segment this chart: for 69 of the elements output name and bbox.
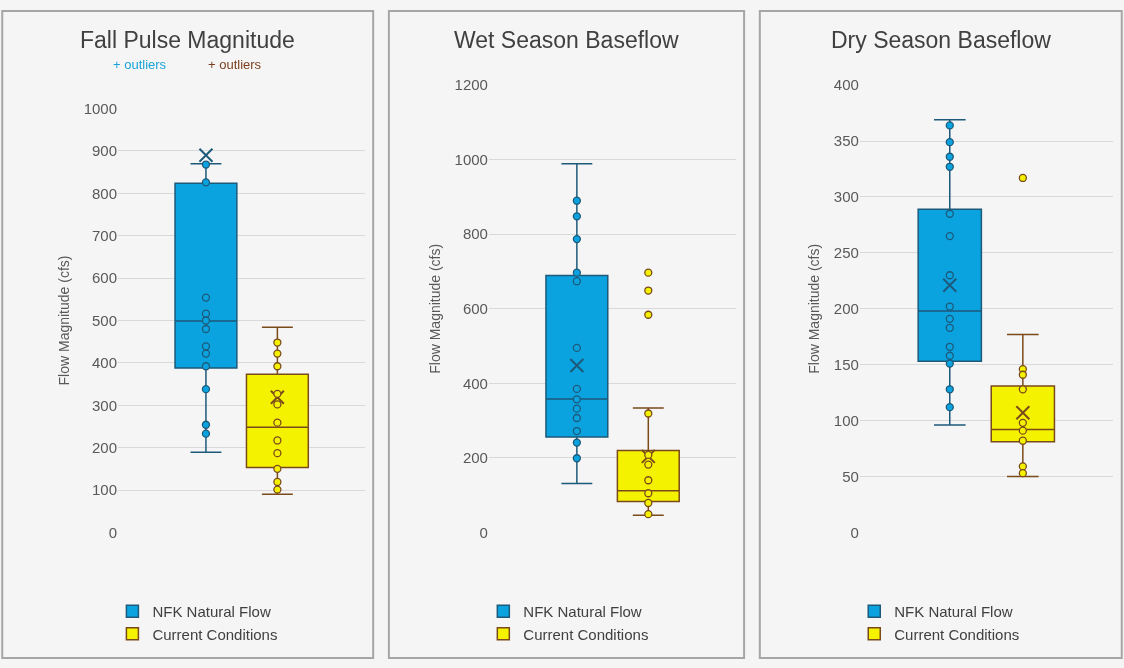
y-tick-label: 0 — [108, 523, 118, 541]
y-tick-label: 50 — [842, 467, 859, 485]
y-tick-label: 250 — [833, 244, 859, 262]
point — [945, 302, 954, 311]
point — [945, 162, 954, 171]
y-tick-label: 800 — [91, 184, 118, 202]
point — [945, 314, 954, 323]
point — [945, 359, 954, 368]
point — [945, 342, 954, 351]
y-tick-label: 400 — [91, 354, 118, 372]
point — [572, 234, 582, 244]
point — [945, 351, 954, 360]
point — [945, 231, 954, 241]
y-tick-label: 300 — [833, 188, 859, 206]
y-tick-label: 300 — [91, 396, 118, 414]
legend-label: Current Conditions — [152, 625, 278, 643]
y-tick-label: 350 — [833, 132, 859, 150]
legend-label: NFK Natural Flow — [894, 603, 1013, 620]
y-tick-label: 200 — [91, 438, 118, 456]
y-axis-title: Flow Magnitude (cfs) — [56, 255, 73, 386]
point — [945, 323, 954, 332]
point — [572, 454, 582, 463]
y-tick-label: 1000 — [83, 99, 118, 117]
point — [572, 343, 582, 353]
point — [572, 196, 582, 205]
point — [572, 395, 582, 404]
legend-label: Current Conditions — [894, 625, 1020, 643]
y-tick-label: 700 — [91, 226, 118, 244]
y-tick-label: 400 — [462, 374, 488, 392]
y-tick-label: 600 — [462, 300, 488, 318]
y-tick-label: 0 — [850, 523, 859, 541]
y-tick-label: 800 — [462, 225, 488, 243]
y-tick-label: 1200 — [454, 76, 488, 94]
y-tick-label: 100 — [91, 481, 118, 499]
point — [945, 121, 954, 130]
y-tick-label: 200 — [833, 300, 859, 318]
point — [945, 385, 954, 394]
point — [945, 152, 954, 161]
chart-title: Wet Season Baseflow — [454, 27, 679, 53]
point — [572, 384, 582, 394]
y-axis-title: Flow Magnitude (cfs) — [427, 243, 444, 374]
legend-label: Current Conditions — [523, 625, 649, 643]
y-tick-label: 500 — [91, 311, 118, 329]
y-tick-label: 100 — [833, 411, 859, 429]
chart-title: Dry Season Baseflow — [831, 27, 1052, 53]
y-tick-label: 600 — [91, 269, 118, 287]
point — [572, 426, 582, 436]
y-tick-label: 0 — [479, 523, 488, 541]
point — [945, 138, 954, 147]
y-tick-label: 400 — [833, 76, 859, 94]
point — [572, 268, 582, 277]
point — [572, 404, 582, 413]
point — [572, 413, 582, 423]
y-axis-title: Flow Magnitude (cfs) — [806, 243, 823, 374]
y-tick-label: 150 — [833, 355, 859, 373]
point — [572, 277, 582, 286]
point — [945, 403, 954, 412]
point — [945, 209, 954, 218]
chart-title: Fall Pulse Magnitude — [80, 27, 295, 53]
point — [572, 212, 582, 221]
legend-label: NFK Natural Flow — [152, 603, 271, 620]
point — [572, 438, 582, 447]
legend-label: NFK Natural Flow — [523, 603, 642, 620]
point — [945, 271, 954, 280]
text: + outliers — [208, 57, 262, 72]
y-tick-label: 200 — [462, 449, 488, 467]
y-tick-label: 900 — [91, 142, 118, 160]
y-tick-label: 1000 — [454, 150, 488, 168]
text: + outliers — [113, 57, 167, 72]
